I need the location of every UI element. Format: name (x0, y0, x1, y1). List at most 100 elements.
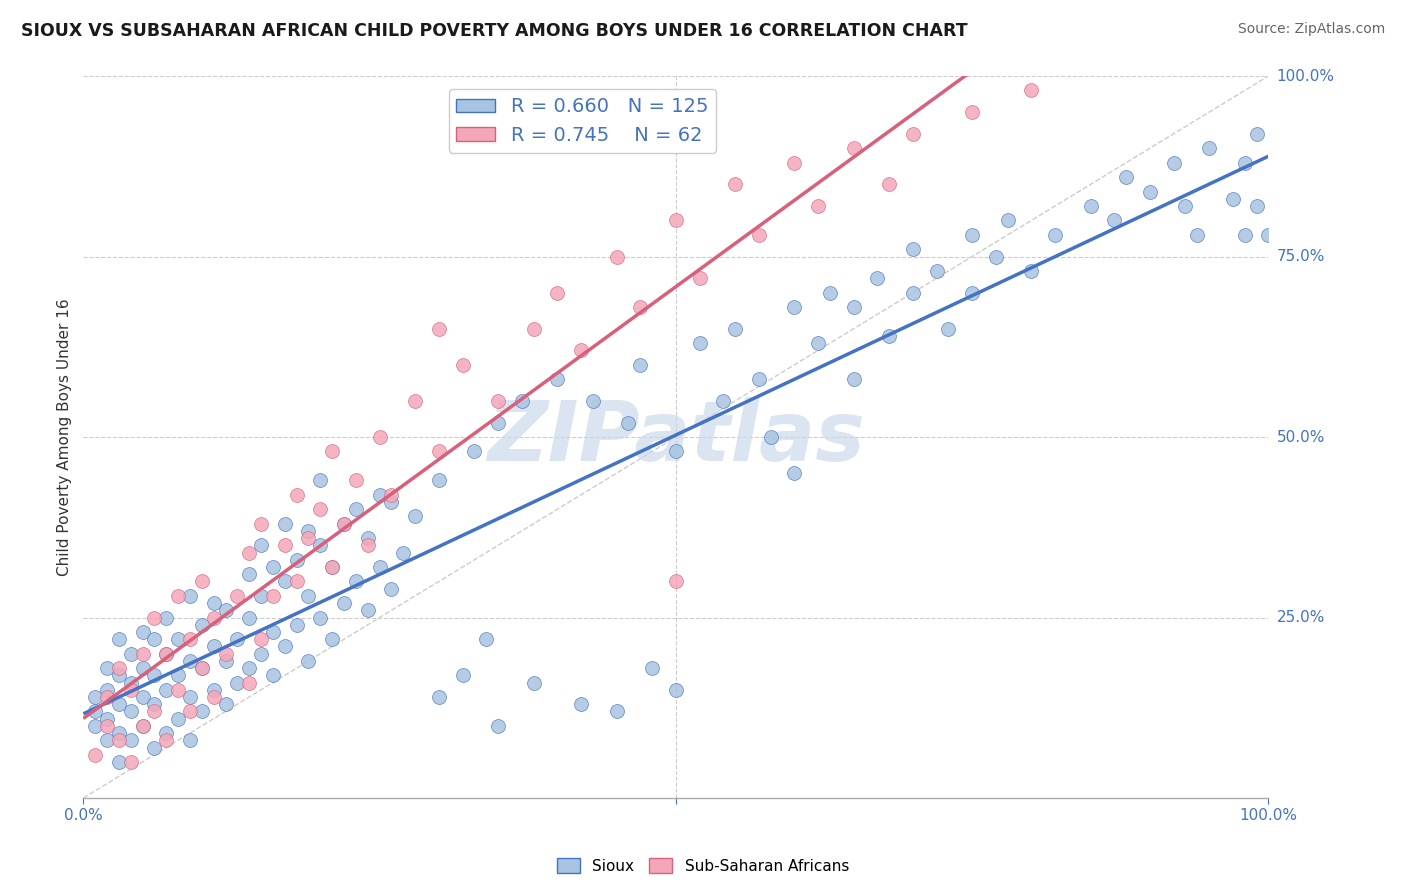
Point (321, 560, 343, 574)
Point (131, 625, 153, 640)
Point (368, 488, 391, 502)
Point (582, 393, 605, 408)
Point (357, 538, 380, 552)
Point (321, 632, 343, 647)
Point (427, 444, 450, 458)
Point (309, 502, 332, 516)
Point (463, 444, 485, 458)
Point (274, 538, 297, 552)
Point (569, 343, 592, 358)
Point (238, 545, 260, 559)
Point (131, 647, 153, 661)
Point (191, 574, 214, 589)
Point (380, 488, 402, 502)
Point (510, 393, 533, 408)
Point (842, 300, 865, 314)
Point (960, 227, 983, 242)
Point (214, 654, 236, 668)
Point (84, 705, 107, 719)
Point (84, 690, 107, 704)
Point (1233, 227, 1256, 242)
Point (1139, 185, 1161, 199)
Text: 100.0%: 100.0% (1277, 69, 1334, 84)
Point (108, 755, 131, 769)
Point (1257, 227, 1279, 242)
Point (451, 358, 474, 372)
Point (380, 495, 402, 509)
Point (309, 474, 332, 488)
Text: 25.0%: 25.0% (1277, 610, 1324, 625)
Point (143, 632, 166, 647)
Text: 75.0%: 75.0% (1277, 249, 1324, 264)
Point (309, 610, 332, 624)
Point (202, 690, 225, 704)
Point (297, 654, 319, 668)
Point (665, 574, 688, 589)
Point (96, 682, 118, 697)
Point (748, 227, 770, 242)
Point (120, 647, 142, 661)
Point (783, 466, 806, 480)
Point (486, 719, 509, 733)
Point (357, 603, 380, 617)
Point (877, 329, 900, 343)
Point (724, 322, 747, 336)
Point (404, 509, 426, 524)
Point (309, 538, 332, 552)
Point (108, 726, 131, 740)
Point (984, 250, 1007, 264)
Point (108, 733, 131, 747)
Point (344, 502, 367, 516)
Point (997, 213, 1019, 227)
Point (131, 719, 153, 733)
Point (274, 574, 297, 589)
Point (167, 668, 190, 682)
Point (96, 719, 118, 733)
Point (226, 632, 249, 647)
Point (179, 705, 201, 719)
Point (724, 178, 747, 192)
Point (297, 589, 319, 603)
Point (120, 705, 142, 719)
Point (84, 747, 107, 762)
Point (569, 697, 592, 711)
Point (333, 516, 356, 531)
Point (285, 574, 308, 589)
Point (357, 531, 380, 545)
Point (925, 264, 948, 278)
Point (191, 705, 214, 719)
Point (96, 690, 118, 704)
Point (179, 589, 201, 603)
Point (344, 474, 367, 488)
Point (167, 682, 190, 697)
Point (143, 705, 166, 719)
Point (179, 632, 201, 647)
Point (167, 632, 190, 647)
Point (1043, 227, 1066, 242)
Point (546, 372, 568, 386)
Point (960, 105, 983, 120)
Point (877, 178, 900, 192)
Point (108, 632, 131, 647)
Point (297, 524, 319, 538)
Point (344, 574, 367, 589)
Point (143, 697, 166, 711)
Point (238, 661, 260, 675)
Point (427, 474, 450, 488)
Point (262, 589, 284, 603)
Point (108, 661, 131, 675)
Text: SIOUX VS SUBSAHARAN AFRICAN CHILD POVERTY AMONG BOYS UNDER 16 CORRELATION CHART: SIOUX VS SUBSAHARAN AFRICAN CHILD POVERT… (21, 22, 967, 40)
Point (202, 682, 225, 697)
Point (617, 416, 640, 430)
Point (96, 733, 118, 747)
Point (783, 155, 806, 169)
Point (938, 322, 960, 336)
Point (960, 285, 983, 300)
Point (155, 733, 177, 747)
Point (179, 690, 201, 704)
Point (167, 712, 190, 726)
Point (1246, 127, 1268, 141)
Legend: Sioux, Sub-Saharan Africans: Sioux, Sub-Saharan Africans (551, 852, 855, 880)
Point (120, 675, 142, 690)
Point (1187, 227, 1209, 242)
